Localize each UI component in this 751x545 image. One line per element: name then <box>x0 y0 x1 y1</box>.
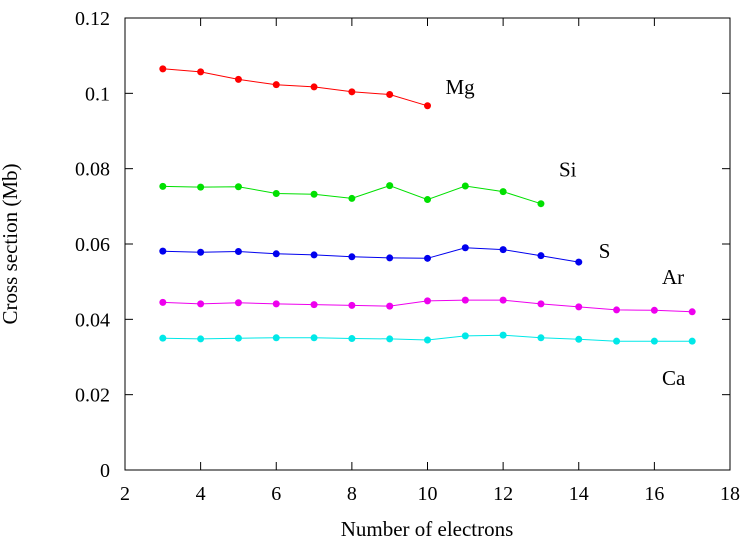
data-point-ar-12 <box>499 296 507 304</box>
data-point-mg-9 <box>386 90 394 98</box>
data-point-s-10 <box>424 254 431 262</box>
data-point-ca-4 <box>197 335 205 343</box>
x-tick-label-12: 12 <box>493 483 513 505</box>
data-point-ar-16 <box>650 306 658 314</box>
data-point-ar-14 <box>575 303 583 311</box>
data-point-ar-11 <box>461 296 469 304</box>
series-label-mg: Mg <box>446 75 476 99</box>
data-point-ca-12 <box>499 331 507 339</box>
data-point-s-6 <box>272 250 280 258</box>
data-point-ar-15 <box>613 306 621 314</box>
data-point-mg-3 <box>159 65 167 73</box>
series-ca <box>159 331 696 345</box>
data-point-si-10 <box>424 196 431 204</box>
data-point-ar-4 <box>197 300 205 308</box>
data-point-ar-17 <box>688 308 696 316</box>
data-point-ca-16 <box>650 337 658 345</box>
data-point-s-9 <box>386 254 394 262</box>
series-label-si: Si <box>559 158 577 182</box>
data-point-ca-15 <box>613 337 621 345</box>
data-point-ar-13 <box>537 300 545 308</box>
data-point-s-12 <box>499 246 507 254</box>
data-point-s-3 <box>159 247 167 255</box>
series-label-ar: Ar <box>662 265 684 289</box>
series-si <box>159 182 545 208</box>
y-tick-label-0.12: 0.12 <box>75 8 110 30</box>
y-tick-label-0: 0 <box>100 460 110 482</box>
x-tick-label-4: 4 <box>196 483 206 505</box>
data-point-s-7 <box>310 251 318 259</box>
plot-frame <box>124 17 731 471</box>
data-point-ca-14 <box>575 335 583 343</box>
data-point-ca-8 <box>348 335 356 343</box>
x-tick-label-6: 6 <box>271 483 281 505</box>
series-label-ca: Ca <box>662 366 686 390</box>
data-point-si-3 <box>159 182 167 190</box>
x-tick-label-16: 16 <box>644 483 664 505</box>
data-point-si-12 <box>499 188 507 196</box>
data-point-ar-7 <box>310 301 318 309</box>
data-point-ar-8 <box>348 301 356 309</box>
series-s <box>159 244 583 266</box>
data-point-mg-4 <box>197 68 205 76</box>
data-point-si-7 <box>310 190 318 198</box>
x-axis-title: Number of electrons <box>341 517 514 541</box>
x-tick-label-10: 10 <box>418 483 438 505</box>
y-tick-label-0.04: 0.04 <box>75 309 110 331</box>
series-line-mg <box>162 68 428 107</box>
data-point-si-8 <box>348 194 356 202</box>
data-point-mg-5 <box>234 75 242 83</box>
data-point-ar-10 <box>424 297 431 305</box>
y-tick-label-0.06: 0.06 <box>75 234 110 256</box>
data-point-s-13 <box>537 252 545 260</box>
data-point-ca-3 <box>159 334 167 342</box>
data-point-mg-10 <box>424 102 431 110</box>
axis-ticks: 2 4 6 8 10 12 14 16 18 0 0.02 0.04 0.06 0.08 0.1 0.12 <box>75 8 740 505</box>
data-point-mg-6 <box>272 81 280 89</box>
series-label-s: S <box>599 239 611 263</box>
data-point-ca-17 <box>688 337 696 345</box>
data-point-ar-9 <box>386 302 394 310</box>
data-point-s-5 <box>234 248 242 256</box>
data-point-ca-6 <box>272 334 280 342</box>
data-point-si-13 <box>537 200 545 208</box>
series-labels: Mg Si S Ar Ca <box>446 75 686 390</box>
data-point-s-4 <box>197 248 205 256</box>
data-point-si-5 <box>234 183 242 191</box>
x-tick-label-2: 2 <box>120 483 130 505</box>
data-point-ar-3 <box>159 298 167 306</box>
data-point-s-11 <box>461 244 469 252</box>
y-tick-label-0.02: 0.02 <box>75 385 110 407</box>
data-point-si-9 <box>386 182 394 190</box>
y-tick-label-0.1: 0.1 <box>85 83 110 105</box>
x-tick-label-14: 14 <box>569 483 589 505</box>
data-point-ca-11 <box>461 332 469 340</box>
data-point-ca-5 <box>234 334 242 342</box>
data-point-mg-7 <box>310 83 318 91</box>
data-point-s-14 <box>575 258 583 266</box>
data-point-ca-7 <box>310 334 318 342</box>
y-axis-title: Cross section (Mb) <box>0 164 22 325</box>
series-line-s <box>162 247 579 263</box>
series-mg <box>159 65 431 110</box>
data-point-s-8 <box>348 253 356 261</box>
data-point-si-11 <box>461 182 469 190</box>
data-point-ca-9 <box>386 335 394 343</box>
data-point-ca-13 <box>537 334 545 342</box>
x-tick-label-8: 8 <box>347 483 357 505</box>
data-point-ar-6 <box>272 300 280 308</box>
y-tick-label-0.08: 0.08 <box>75 159 110 181</box>
x-tick-label-18: 18 <box>720 483 740 505</box>
series-ar <box>159 296 696 316</box>
data-series <box>159 65 696 345</box>
data-point-ar-5 <box>234 299 242 307</box>
data-point-mg-8 <box>348 88 356 96</box>
data-point-si-6 <box>272 190 280 198</box>
data-point-si-4 <box>197 183 205 191</box>
data-point-ca-10 <box>424 336 431 344</box>
